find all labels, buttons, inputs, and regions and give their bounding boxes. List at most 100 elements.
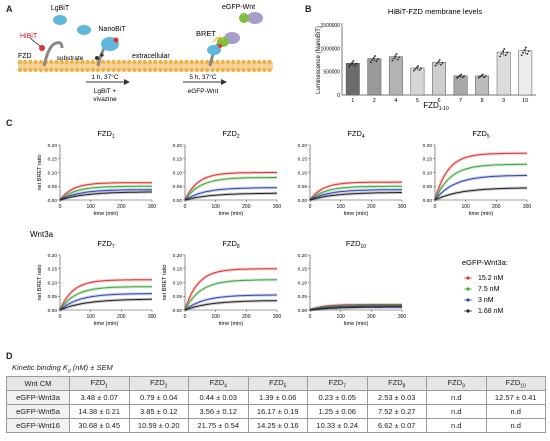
y-tick-label: 0.15 — [298, 157, 308, 163]
table-cell: n.d — [426, 418, 487, 433]
step-arrow-2 — [183, 79, 227, 85]
data-point — [376, 58, 379, 61]
y-tick-label: 0.00 — [48, 198, 58, 204]
header-fzd4: FZD4 — [188, 376, 249, 391]
table-cell: 1.25 ± 0.06 — [307, 404, 368, 419]
data-point — [456, 76, 458, 79]
table-cell: 6.62 ± 0.07 — [366, 418, 427, 433]
y-tick-label: 0.20 — [48, 253, 58, 259]
x-tick-label: 100 — [336, 314, 345, 320]
bar-fzd-9 — [496, 51, 511, 96]
table-cell: 3.48 ± 0.07 — [69, 390, 130, 405]
data-point — [417, 65, 420, 67]
data-point — [413, 69, 415, 72]
data-point — [395, 53, 398, 55]
series-line-15-2nM — [184, 172, 277, 201]
lgbit-icon — [53, 15, 91, 35]
hibit-tag-icon — [29, 37, 45, 51]
chart-b-x-tick-label: 10 — [522, 98, 528, 104]
bar-fzd-4 — [388, 56, 403, 96]
substrate-label: substrate — [57, 55, 84, 62]
series-line-1-68nM — [434, 187, 527, 201]
panel-letter-d: D — [6, 351, 13, 361]
data-point — [522, 51, 525, 54]
series-line-3nM — [309, 189, 402, 201]
header-wnt-cm: Wnt CM — [6, 376, 70, 391]
data-point — [440, 63, 442, 66]
table-cell: 2.53 ± 0.03 — [366, 390, 427, 405]
data-point — [398, 56, 401, 59]
y-tick-label: 0.10 — [423, 170, 433, 176]
data-point — [436, 62, 438, 65]
data-point — [463, 75, 465, 78]
data-point — [460, 73, 463, 76]
y-tick-label: 0.15 — [48, 157, 58, 163]
header-fzd5: FZD5 — [247, 376, 308, 391]
data-point — [369, 61, 372, 64]
y-tick-label: 0.05 — [298, 294, 308, 300]
chart-b-x-tick-label: 1 — [351, 98, 354, 104]
table-cell: n.d — [485, 418, 546, 433]
data-point — [483, 76, 486, 79]
chart-b-y-tick-label: 500000 — [323, 70, 340, 76]
data-point — [353, 64, 356, 67]
step2-time: 5 h, 37°C — [189, 73, 216, 81]
y-tick-label: 0.05 — [48, 184, 58, 190]
data-point — [499, 55, 502, 58]
step2-reagent: eGFP-Wnt — [188, 88, 219, 95]
table-header-row: Wnt CM FZD1 FZD2 FZD4 FZD5 FZD7 FZD8 FZD9 FZD10 — [6, 376, 546, 391]
series-line-1-68nM — [184, 300, 278, 311]
x-tick-label: 0 — [309, 204, 312, 210]
x-tick-label: 200 — [117, 204, 126, 210]
y-tick-label: 0.20 — [298, 253, 308, 259]
legend-title: eGFP-Wnt3a: — [462, 258, 508, 267]
table-cell: 14.38 ± 0.21 — [69, 404, 130, 419]
y-tick-label: 0.20 — [298, 143, 308, 149]
table-cell: 21.75 ± 0.54 — [188, 418, 249, 433]
x-tick-label: 300 — [148, 204, 157, 210]
series-line-3nM — [184, 294, 277, 311]
data-point — [484, 75, 487, 78]
data-point — [504, 54, 507, 57]
bret-plot-fzd4: FZD4 0.00 0.05 0.10 0.15 0.20 0 100 200 300 time (… — [298, 129, 407, 217]
bret-label: BRET — [196, 29, 216, 38]
x-tick-label: 200 — [367, 314, 376, 320]
series-line-3nM — [434, 175, 527, 201]
chart-b-xlabel: FZD1-10 — [423, 101, 449, 112]
data-point — [351, 61, 353, 64]
data-point — [479, 75, 481, 78]
series-line-3nM — [309, 305, 402, 311]
step1-reagent-2: vivazine — [93, 96, 117, 103]
x-tick-label: 200 — [242, 204, 251, 210]
table-cell: 7.52 ± 0.27 — [366, 404, 427, 419]
header-fzd1: FZD1 — [69, 376, 130, 391]
table-cell: 14.25 ± 0.16 — [247, 418, 308, 433]
table-cell: 3.85 ± 0.12 — [128, 404, 189, 419]
series-line-1-68nM — [59, 298, 152, 311]
fzd-receptor-1 — [42, 41, 64, 67]
kinetic-binding-table: Wnt CM FZD1 FZD2 FZD4 FZD5 FZD7 FZD8 FZD9 FZD10 … — [6, 376, 546, 433]
series-line-1-68nM — [59, 191, 152, 201]
bar-fzd-2 — [367, 58, 382, 96]
data-point — [348, 65, 351, 68]
data-point — [506, 51, 509, 54]
x-axis-label: time (min) — [344, 211, 369, 217]
row-label-wnt3a: Wnt3a — [30, 230, 54, 239]
membrane-levels-chart: HiBiT-FZD membrane levels Luminescence (… — [316, 7, 536, 112]
y-tick-label: 0.05 — [298, 184, 308, 190]
x-tick-label: 0 — [184, 204, 187, 210]
x-tick-label: 200 — [492, 204, 501, 210]
panel-letter-c: C — [6, 118, 13, 128]
lgbit-label: LgBiT — [51, 5, 70, 12]
series-line-3nM — [59, 293, 152, 311]
x-tick-label: 300 — [523, 204, 532, 210]
y-tick-label: 0.15 — [423, 157, 433, 163]
data-point — [397, 58, 399, 61]
y-tick-label: 0.10 — [48, 280, 58, 286]
y-tick-label: 0.10 — [173, 280, 183, 286]
table-row: eGFP-Wnt5a 14.38 ± 0.21 3.85 ± 0.12 3.56 ± … — [6, 404, 546, 419]
y-tick-label: 0.10 — [173, 170, 183, 176]
x-tick-label: 100 — [86, 204, 95, 210]
series-line-1-68nM — [309, 192, 402, 201]
table-row: eGFP-Wnt3a 3.48 ± 0.07 0.79 ± 0.04 0.44 ± 0… — [6, 390, 546, 405]
